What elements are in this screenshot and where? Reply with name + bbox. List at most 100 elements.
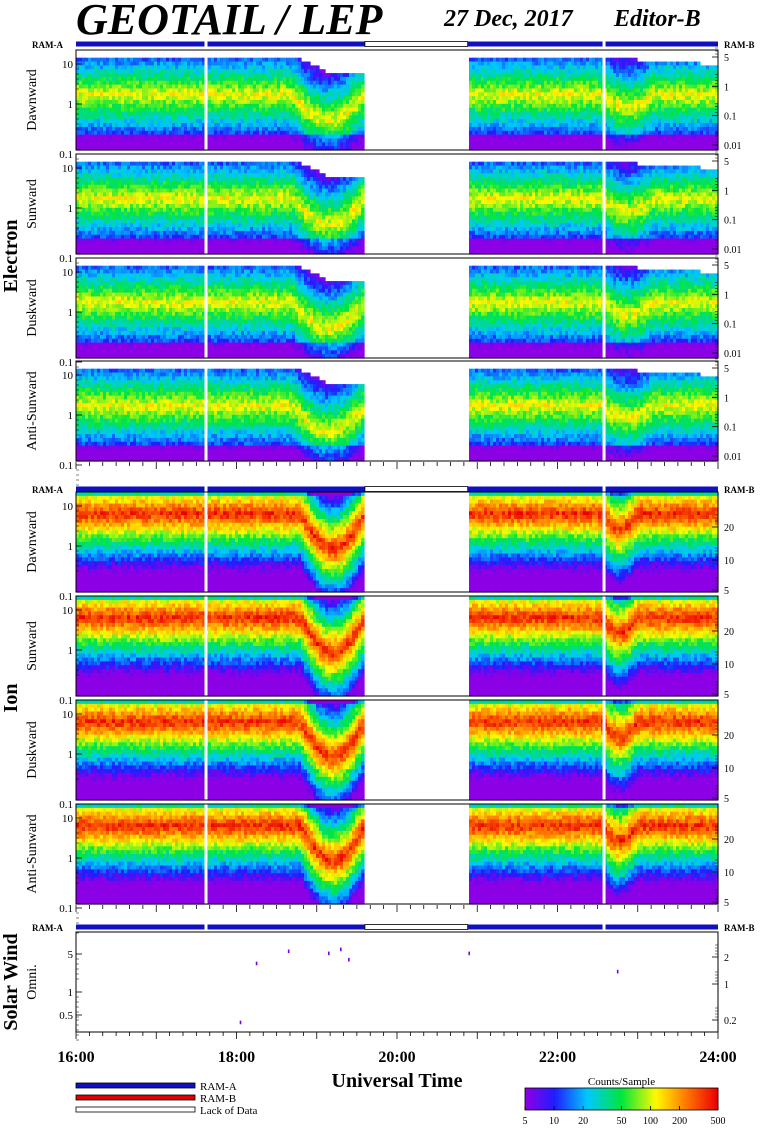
colorbar-cell — [667, 1088, 671, 1110]
data-dropout-line — [602, 154, 606, 254]
colorbar-cell — [655, 1088, 659, 1110]
y-tick-label-left: 0.1 — [59, 695, 73, 707]
y-tick-label-left: 0.1 — [59, 903, 73, 915]
data-dropout-line — [204, 700, 208, 800]
colorbar-cell — [533, 1088, 536, 1110]
colorbar-cell — [607, 1088, 610, 1110]
electron-duskward-frame — [75, 257, 719, 359]
colorbar-cell — [529, 1088, 532, 1110]
colorbar-cell — [573, 1088, 576, 1110]
electron-dawnward-frame — [75, 49, 719, 151]
data-dropout-line — [602, 361, 606, 461]
y-tick-label-right: 5 — [724, 586, 729, 597]
colorbar-cell — [609, 1088, 612, 1110]
y-tick-label-left: 1 — [68, 307, 74, 319]
colorbar-tick-label: 100 — [643, 1116, 658, 1127]
y-tick-label-left: 1 — [68, 410, 74, 422]
ion-mode-bar-dropout — [602, 486, 606, 492]
ion-mode-bar-gap — [364, 486, 469, 492]
solar-wind-point — [287, 949, 290, 954]
y-tick-label-left: 5 — [68, 949, 74, 961]
colorbar-cell — [605, 1088, 608, 1110]
colorbar-cell — [633, 1088, 637, 1110]
electron-dawnward-label: Dawnward — [25, 69, 40, 130]
y-tick-label-left: 1 — [68, 853, 74, 865]
colorbar-cell — [555, 1088, 558, 1110]
colorbar-cell — [707, 1088, 711, 1110]
colorbar-cell — [557, 1088, 560, 1110]
electron-heatmap-3 — [76, 361, 719, 462]
solar-wind-point — [327, 951, 330, 956]
colorbar-tick-label: 20 — [578, 1116, 588, 1127]
electron-heatmap-2 — [76, 258, 719, 359]
x-tick-label: 24:00 — [699, 1049, 736, 1066]
colorbar-cell — [611, 1088, 614, 1110]
ion-mode-bar-dropout — [204, 486, 208, 492]
electron-sunward-frame — [75, 153, 719, 255]
legend-swatch — [75, 1094, 196, 1101]
colorbar-cell — [583, 1088, 586, 1110]
solar-mode-label-left: RAM-A — [32, 923, 63, 933]
colorbar-cell — [551, 1088, 554, 1110]
ion-mode-bar-a1 — [76, 486, 365, 492]
colorbar-cell — [691, 1088, 695, 1110]
y-tick-label-right: 5 — [724, 898, 729, 909]
colorbar-cell — [621, 1088, 625, 1110]
ion-heatmap-12 — [76, 700, 719, 801]
colorbar-cell — [585, 1088, 588, 1110]
y-tick-label-right: 1 — [724, 980, 729, 991]
colorbar-cell — [709, 1088, 713, 1110]
colorbar-cell — [569, 1088, 572, 1110]
colorbar-cell — [527, 1088, 530, 1110]
colorbar-cell — [563, 1088, 566, 1110]
x-tick-label: 22:00 — [539, 1049, 576, 1066]
y-tick-label-left: 10 — [62, 59, 74, 71]
colorbar-cell — [601, 1088, 604, 1110]
y-tick-label-right: 1 — [724, 393, 729, 404]
solar-mode-bar-dropout — [204, 924, 208, 930]
colorbar-cell — [635, 1088, 639, 1110]
colorbar-cell — [571, 1088, 574, 1110]
y-tick-label-left: 10 — [62, 605, 74, 617]
y-tick-label-left: 0.1 — [59, 460, 73, 472]
colorbar-cell — [525, 1088, 528, 1110]
colorbar-cell — [623, 1088, 627, 1110]
colorbar-cell — [545, 1088, 548, 1110]
colorbar-cell — [591, 1088, 594, 1110]
y-tick-label-right: 0.1 — [724, 112, 737, 123]
x-axis-label: Universal Time — [332, 1070, 463, 1092]
solar-mode-label-right: RAM-B — [724, 923, 755, 933]
colorbar-cell — [553, 1088, 556, 1110]
y-tick-label-right: 10 — [724, 868, 734, 879]
colorbar-cell — [689, 1088, 693, 1110]
data-dropout-line — [602, 596, 606, 696]
colorbar-cell — [647, 1088, 651, 1110]
legend-swatch — [75, 1082, 196, 1089]
colorbar-tick-label: 5 — [523, 1116, 528, 1127]
y-tick-label-right: 0.01 — [724, 452, 742, 463]
electron-anti-sunward-label: Anti-Sunward — [25, 371, 40, 450]
legend-label: RAM-A — [200, 1081, 237, 1093]
colorbar-cell — [669, 1088, 673, 1110]
colorbar-cell — [543, 1088, 546, 1110]
x-tick-label: 20:00 — [378, 1049, 415, 1066]
y-tick-label-left: 10 — [62, 267, 74, 279]
y-tick-label-left: 1 — [68, 99, 74, 111]
colorbar-cell — [639, 1088, 643, 1110]
y-tick-label-right: 0.1 — [724, 423, 737, 434]
data-dropout-line — [602, 700, 606, 800]
colorbar-cell — [631, 1088, 635, 1110]
colorbar-cell — [629, 1088, 633, 1110]
y-tick-label-left: 0.1 — [59, 591, 73, 603]
colorbar-cell — [547, 1088, 550, 1110]
colorbar-cell — [535, 1088, 538, 1110]
colorbar-cell — [663, 1088, 667, 1110]
legend-swatch — [75, 1106, 196, 1113]
y-tick-label-right: 0.2 — [724, 1016, 737, 1027]
ion-anti-sunward-label: Anti-Sunward — [25, 814, 40, 893]
y-tick-label-right: 20 — [724, 835, 734, 846]
y-tick-label-right: 0.01 — [724, 245, 742, 256]
y-tick-label-right: 20 — [724, 523, 734, 534]
colorbar-cell — [603, 1088, 606, 1110]
